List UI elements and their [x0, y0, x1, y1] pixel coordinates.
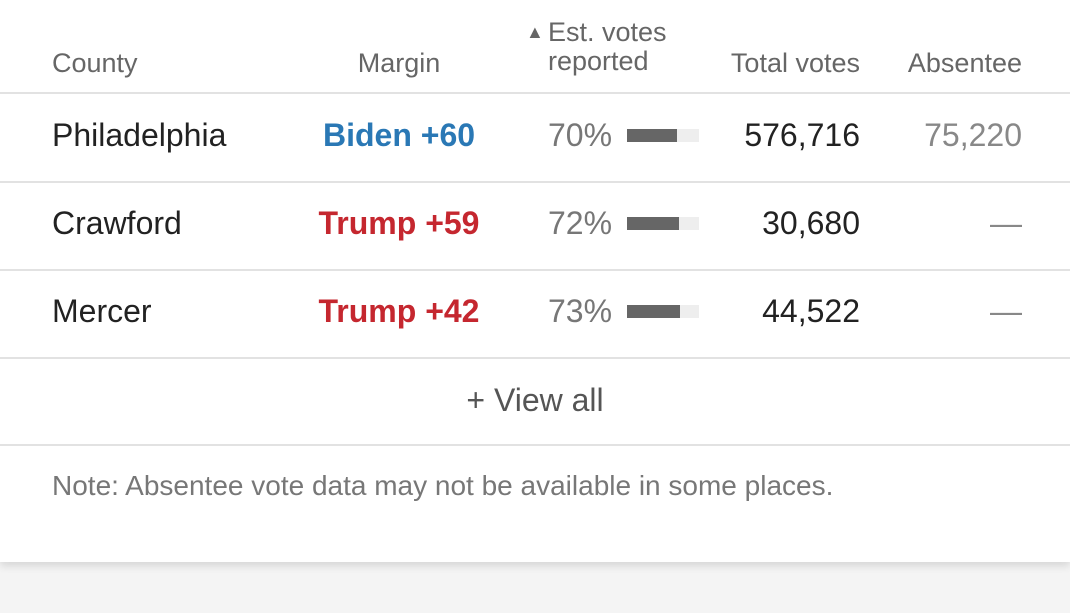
absentee: 75,220: [924, 117, 1022, 153]
county: Crawford: [52, 205, 182, 241]
results-card: County Margin Est. votes reported Total …: [0, 0, 1070, 562]
bar-track: [627, 129, 699, 142]
county: Philadelphia: [52, 117, 227, 153]
absentee: —: [990, 293, 1022, 329]
reported-percent: 72%: [548, 205, 613, 241]
bar-track: [627, 305, 699, 318]
total-votes: 576,716: [744, 117, 860, 153]
margin: Biden +60: [322, 117, 476, 153]
bar-track: [627, 217, 699, 230]
divider: [0, 357, 1070, 359]
header-margin: Margin: [357, 48, 441, 78]
reported-bar: [627, 305, 680, 318]
total-votes: 44,522: [762, 293, 860, 329]
reported-percent: 73%: [548, 293, 613, 329]
header-absentee: Absentee: [907, 48, 1022, 78]
reported-bar: [627, 217, 679, 230]
header-reported: Est. votes reported: [526, 18, 688, 76]
county: Mercer: [52, 293, 152, 329]
view-all-button[interactable]: + View all: [466, 382, 604, 418]
margin: Trump +42: [318, 293, 480, 329]
divider: [0, 269, 1070, 271]
total-votes: 30,680: [762, 205, 860, 241]
header-total: Total votes: [730, 48, 860, 78]
reported-bar: [627, 129, 678, 142]
divider: [0, 92, 1070, 94]
absentee: —: [990, 205, 1022, 241]
reported-percent: 70%: [548, 117, 613, 153]
divider: [0, 181, 1070, 183]
header-county: County: [52, 48, 138, 78]
note: Note: Absentee vote data may not be avai…: [52, 470, 834, 501]
divider: [0, 444, 1070, 446]
margin: Trump +59: [318, 205, 480, 241]
